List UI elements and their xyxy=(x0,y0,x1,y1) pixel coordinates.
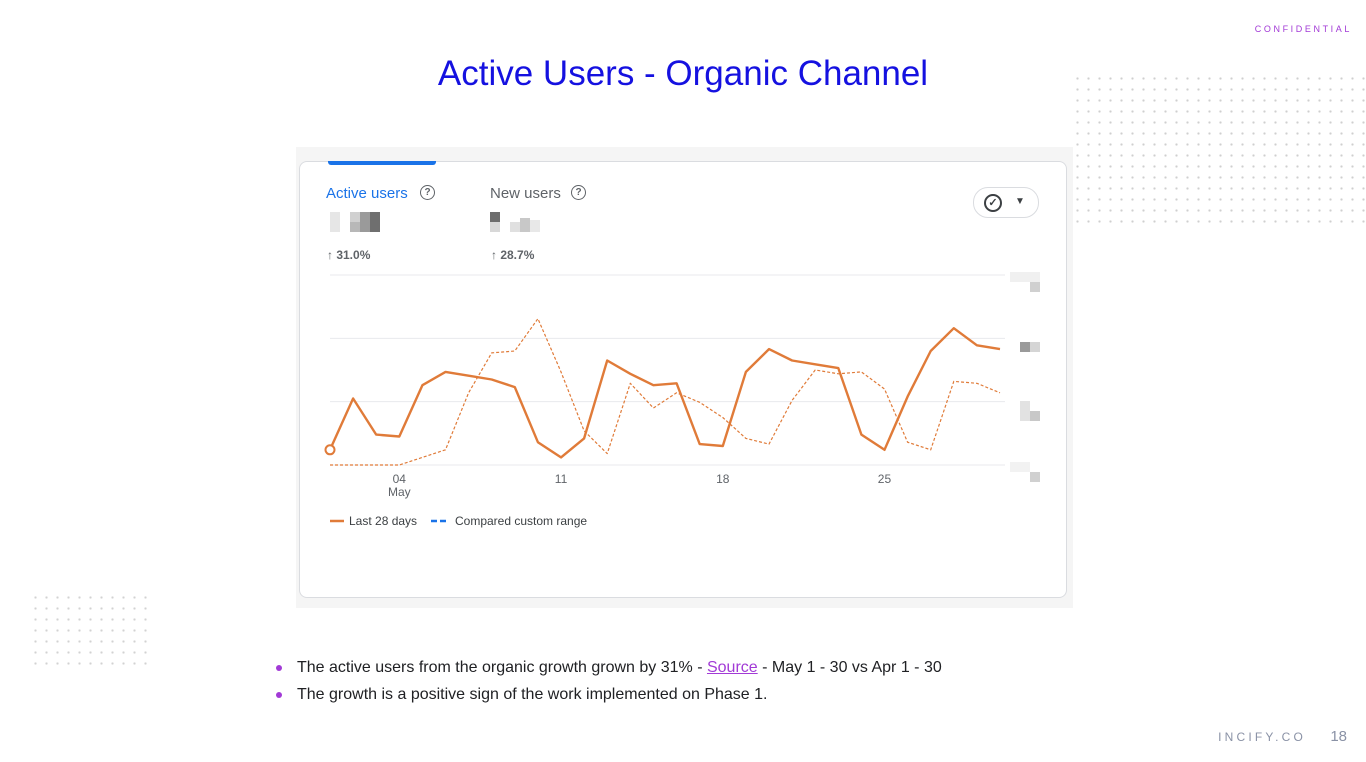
redacted-active-users-value xyxy=(330,212,380,232)
note-text: The active users from the organic growth… xyxy=(297,659,707,676)
series-line-compared-range xyxy=(330,318,1001,466)
redacted-y-label xyxy=(1010,462,1040,482)
slide-title: Active Users - Organic Channel xyxy=(437,54,929,93)
redacted-y-label xyxy=(1020,342,1040,352)
note-text: The growth is a positive sign of the wor… xyxy=(297,686,768,703)
note-item: The active users from the organic growth… xyxy=(276,657,1136,684)
active-users-change: ↑ 31.0% xyxy=(327,248,371,262)
notes-list: The active users from the organic growth… xyxy=(276,657,1136,711)
confidential-label: CONFIDENTIAL xyxy=(1254,24,1352,34)
chart-x-ticks: 04 11 18 25 May xyxy=(388,472,892,499)
note-text: - May 1 - 30 vs Apr 1 - 30 xyxy=(757,659,942,676)
x-tick-label: 11 xyxy=(555,472,568,486)
x-tick-label: 04 xyxy=(393,472,407,486)
redacted-y-label xyxy=(1020,401,1040,421)
footer-brand: INCIFY.CO xyxy=(1218,730,1306,744)
chart-series xyxy=(324,318,1001,466)
analytics-card xyxy=(299,161,1067,598)
chevron-down-icon: ▼ xyxy=(1015,196,1025,207)
active-tab-indicator xyxy=(328,161,436,165)
series-start-point xyxy=(324,444,336,456)
help-icon[interactable]: ? xyxy=(420,185,435,200)
decorative-dot-grid-right xyxy=(1072,73,1366,231)
legend-label: Last 28 days xyxy=(349,514,417,528)
chart-legend: Last 28 days Compared custom range xyxy=(330,514,587,528)
x-tick-label: 18 xyxy=(716,472,730,486)
help-icon[interactable]: ? xyxy=(571,185,586,200)
source-link[interactable]: Source xyxy=(706,659,758,676)
check-circle-icon: ✓ xyxy=(984,194,1002,212)
tab-new-users[interactable]: New users xyxy=(490,185,561,202)
compare-dropdown[interactable]: ✓ ▼ xyxy=(973,187,1039,218)
new-users-change: ↑ 28.7% xyxy=(491,248,535,262)
x-tick-label: 25 xyxy=(878,472,892,486)
active-users-line-chart: 04 11 18 25 May Last 28 days Compared custom … xyxy=(324,274,1005,528)
redacted-new-users-value xyxy=(490,212,540,232)
series-line-last-28-days xyxy=(328,327,1001,459)
note-item: The growth is a positive sign of the wor… xyxy=(276,684,1136,711)
decorative-dot-grid-left xyxy=(30,592,152,672)
page-number: 18 xyxy=(1330,728,1347,745)
chart-grid xyxy=(330,274,1005,466)
legend-label: Compared custom range xyxy=(455,514,587,528)
tab-active-users[interactable]: Active users xyxy=(326,185,408,202)
redacted-y-label xyxy=(1010,272,1040,292)
x-tick-sublabel: May xyxy=(388,485,411,499)
